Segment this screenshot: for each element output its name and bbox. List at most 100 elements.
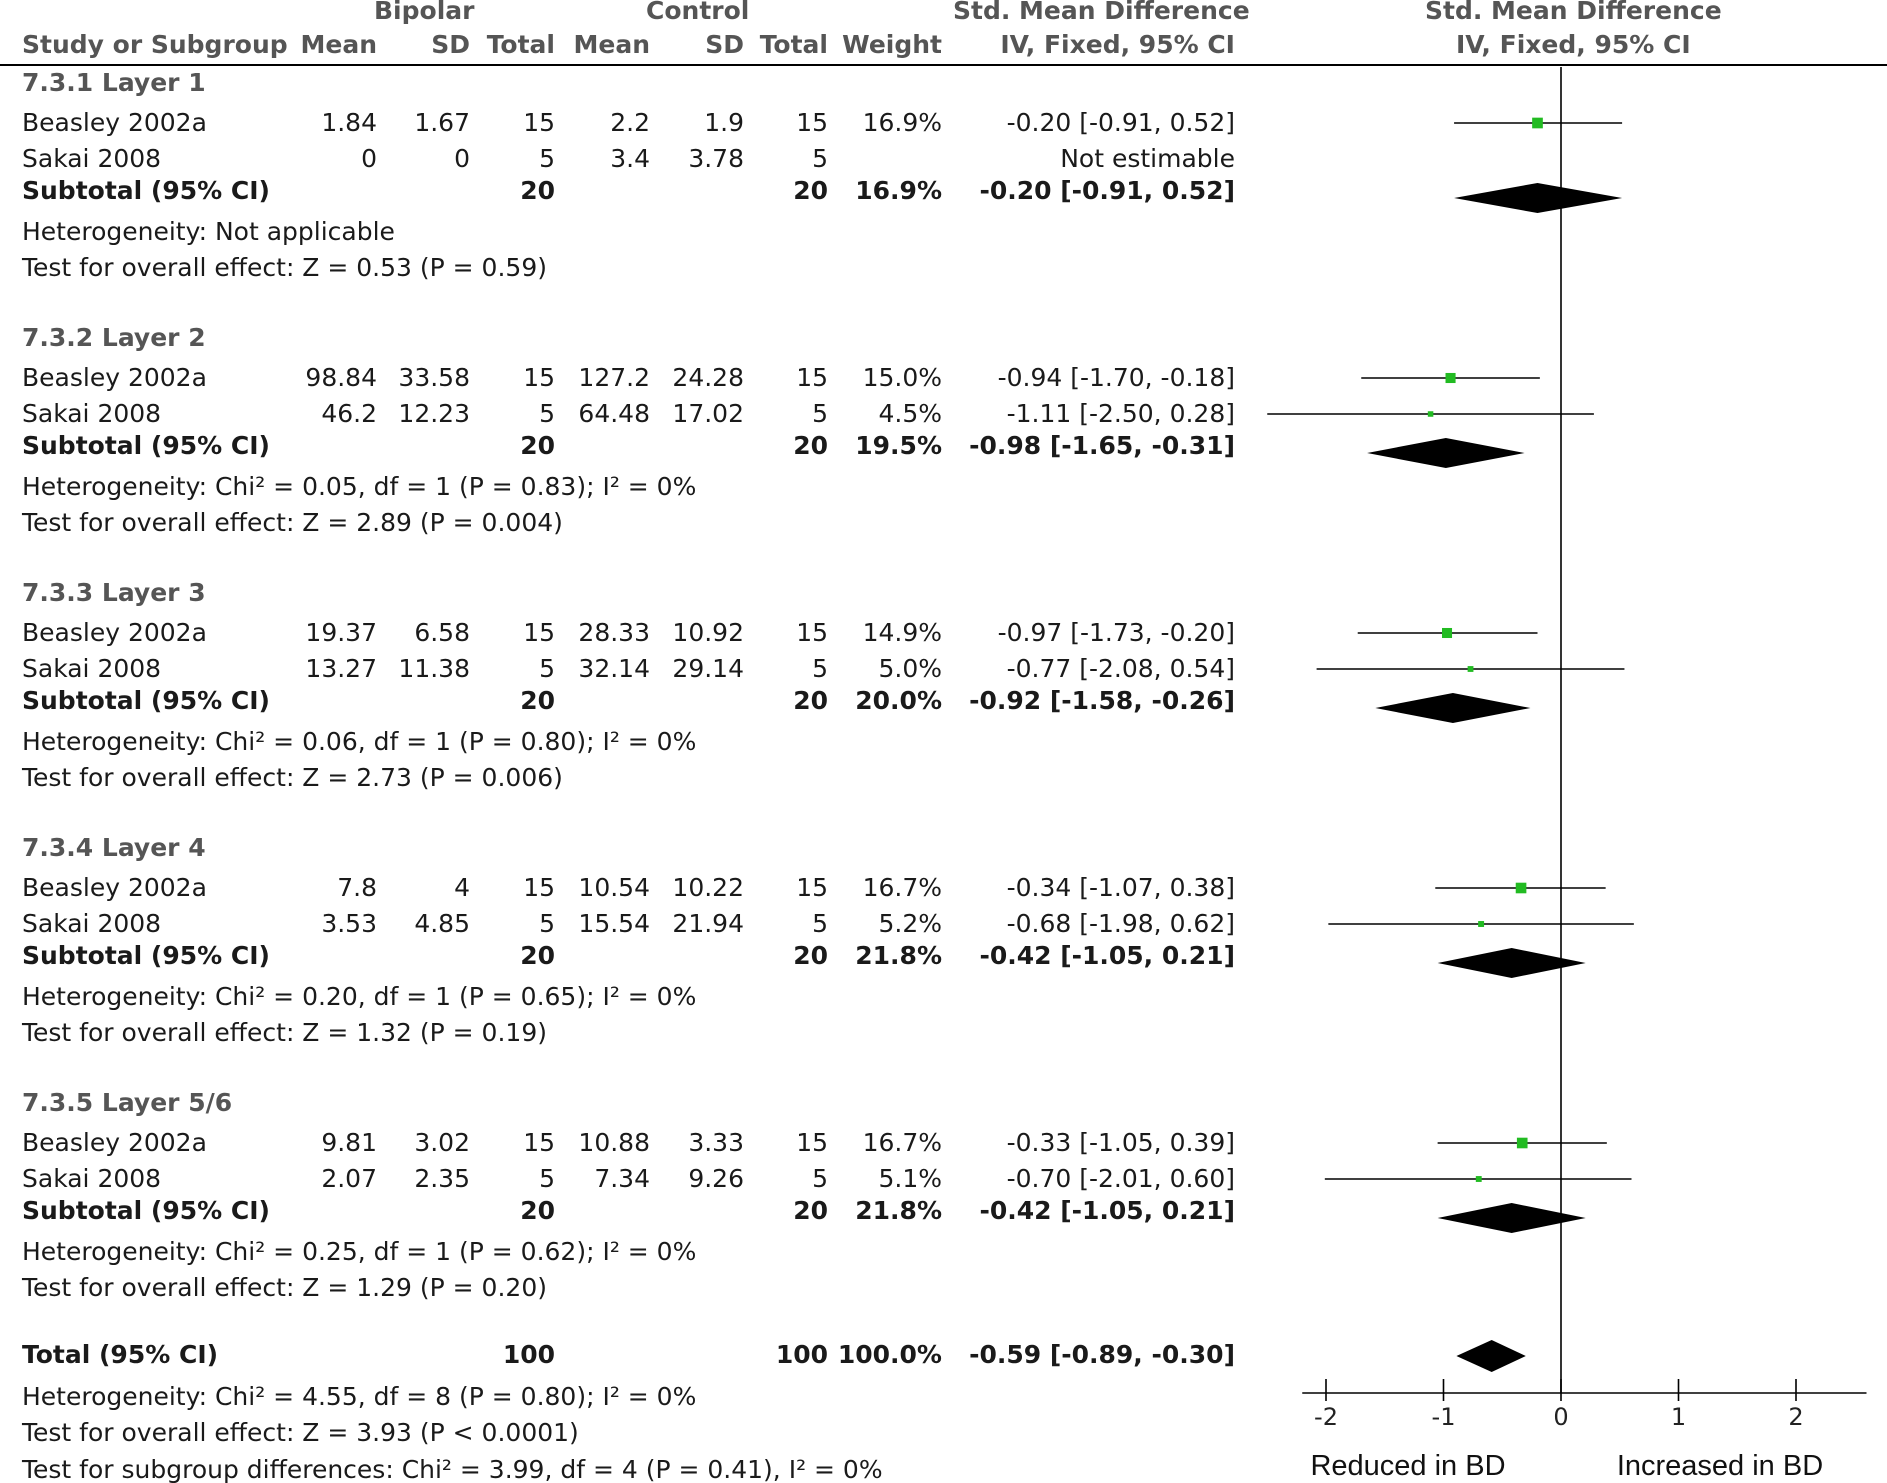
subgroup-overall-effect: Test for overall effect: Z = 1.32 (P = 0… [22, 1018, 547, 1047]
total-label: Total (95% CI) [22, 1340, 219, 1369]
subtotal-diamond [1437, 1203, 1586, 1233]
study-marker [1445, 372, 1456, 384]
control-mean: 10.54 [578, 873, 650, 902]
control-mean: 2.2 [610, 108, 650, 137]
subtotal-weight: 19.5% [855, 431, 942, 460]
total-ci: -0.59 [-0.89, -0.30] [969, 1340, 1235, 1369]
subtotal-diamond [1454, 183, 1623, 213]
bipolar-sd: 6.58 [414, 618, 470, 647]
subtotal-ci: -0.20 [-0.91, 0.52] [979, 176, 1235, 205]
bipolar-total: 5 [539, 399, 555, 428]
study-name: Beasley 2002a [22, 618, 207, 647]
subtotal-bipolar-total: 20 [520, 686, 555, 715]
control-sd: 10.92 [672, 618, 744, 647]
subgroup-overall-effect: Test for overall effect: Z = 0.53 (P = 0… [22, 253, 547, 282]
bipolar-total: 15 [523, 1128, 555, 1157]
study-weight: 4.5% [878, 399, 942, 428]
subtotal-ci: -0.92 [-1.58, -0.26] [969, 686, 1235, 715]
study-name: Beasley 2002a [22, 873, 207, 902]
subgroup-title: 7.3.2 Layer 2 [22, 323, 206, 352]
study-weight: 16.7% [862, 1128, 942, 1157]
subtotal-label: Subtotal (95% CI) [22, 941, 270, 970]
subgroup-differences: Test for subgroup differences: Chi² = 3.… [22, 1455, 883, 1483]
study-name: Sakai 2008 [22, 399, 162, 428]
study-name: Sakai 2008 [22, 909, 162, 938]
control-total: 15 [796, 108, 828, 137]
header-control-total: Total [759, 30, 828, 59]
study-ci: -0.34 [-1.07, 0.38] [1006, 873, 1235, 902]
study-ci: -0.70 [-2.01, 0.60] [1006, 1164, 1235, 1193]
x-axis-tick-label: -2 [1314, 1403, 1338, 1431]
control-total: 15 [796, 618, 828, 647]
study-marker [1442, 627, 1453, 639]
study-marker [1475, 1176, 1482, 1182]
subgroup-heterogeneity: Heterogeneity: Not applicable [22, 217, 395, 246]
header-weight: Weight [842, 30, 942, 59]
total-weight: 100.0% [837, 1340, 942, 1369]
subgroup-heterogeneity: Heterogeneity: Chi² = 0.05, df = 1 (P = … [22, 472, 697, 501]
bipolar-total: 5 [539, 144, 555, 173]
subtotal-weight: 21.8% [855, 941, 942, 970]
study-name: Beasley 2002a [22, 1128, 207, 1157]
subgroup-title: 7.3.4 Layer 4 [22, 833, 206, 862]
subgroup-heterogeneity: Heterogeneity: Chi² = 0.20, df = 1 (P = … [22, 982, 697, 1011]
subtotal-control-total: 20 [793, 431, 828, 460]
control-total: 5 [812, 909, 828, 938]
subgroup-heterogeneity: Heterogeneity: Chi² = 0.06, df = 1 (P = … [22, 727, 697, 756]
bipolar-mean: 1.84 [321, 108, 377, 137]
subtotal-control-total: 20 [793, 941, 828, 970]
study-name: Beasley 2002a [22, 363, 207, 392]
control-mean: 15.54 [578, 909, 650, 938]
header-bipolar-sd: SD [431, 30, 470, 59]
total-control-total: 100 [775, 1340, 828, 1369]
study-marker [1467, 666, 1474, 672]
subtotal-bipolar-total: 20 [520, 941, 555, 970]
study-weight: 16.9% [862, 108, 942, 137]
control-mean: 127.2 [578, 363, 650, 392]
bipolar-mean: 46.2 [321, 399, 377, 428]
study-ci: -1.11 [-2.50, 0.28] [1006, 399, 1235, 428]
header-smd-title: Std. Mean Difference [953, 0, 1250, 25]
subtotal-weight: 20.0% [855, 686, 942, 715]
total-heterogeneity: Heterogeneity: Chi² = 4.55, df = 8 (P = … [22, 1382, 697, 1411]
subtotal-label: Subtotal (95% CI) [22, 431, 270, 460]
study-name: Beasley 2002a [22, 108, 207, 137]
subtotal-diamond [1367, 438, 1525, 468]
header-smd-sub: IV, Fixed, 95% CI [1000, 30, 1235, 59]
study-weight: 5.1% [878, 1164, 942, 1193]
study-ci: -0.97 [-1.73, -0.20] [997, 618, 1235, 647]
study-marker [1532, 117, 1543, 129]
bipolar-mean: 19.37 [305, 618, 377, 647]
study-ci: -0.94 [-1.70, -0.18] [997, 363, 1235, 392]
control-sd: 17.02 [672, 399, 744, 428]
subtotal-ci: -0.42 [-1.05, 0.21] [979, 1196, 1235, 1225]
bipolar-mean: 98.84 [305, 363, 377, 392]
subtotal-ci: -0.42 [-1.05, 0.21] [979, 941, 1235, 970]
subtotal-control-total: 20 [793, 686, 828, 715]
study-name: Sakai 2008 [22, 144, 162, 173]
control-sd: 9.26 [688, 1164, 744, 1193]
subtotal-weight: 21.8% [855, 1196, 942, 1225]
bipolar-total: 5 [539, 1164, 555, 1193]
subtotal-label: Subtotal (95% CI) [22, 1196, 270, 1225]
control-mean: 3.4 [610, 144, 650, 173]
header-plot-title: Std. Mean Difference [1425, 0, 1722, 25]
control-total: 5 [812, 144, 828, 173]
header-group-bipolar: Bipolar [374, 0, 475, 25]
bipolar-sd: 1.67 [414, 108, 470, 137]
control-total: 15 [796, 873, 828, 902]
x-axis-tick-label: 1 [1671, 1403, 1686, 1431]
control-sd: 3.78 [688, 144, 744, 173]
subtotal-diamond [1437, 948, 1586, 978]
study-weight: 15.0% [862, 363, 942, 392]
subgroup-overall-effect: Test for overall effect: Z = 2.73 (P = 0… [22, 763, 563, 792]
bipolar-total: 15 [523, 618, 555, 647]
subtotal-label: Subtotal (95% CI) [22, 686, 270, 715]
control-mean: 7.34 [594, 1164, 650, 1193]
study-weight: 5.2% [878, 909, 942, 938]
subtotal-bipolar-total: 20 [520, 431, 555, 460]
study-ci: Not estimable [1060, 144, 1235, 173]
bipolar-mean: 13.27 [305, 654, 377, 683]
